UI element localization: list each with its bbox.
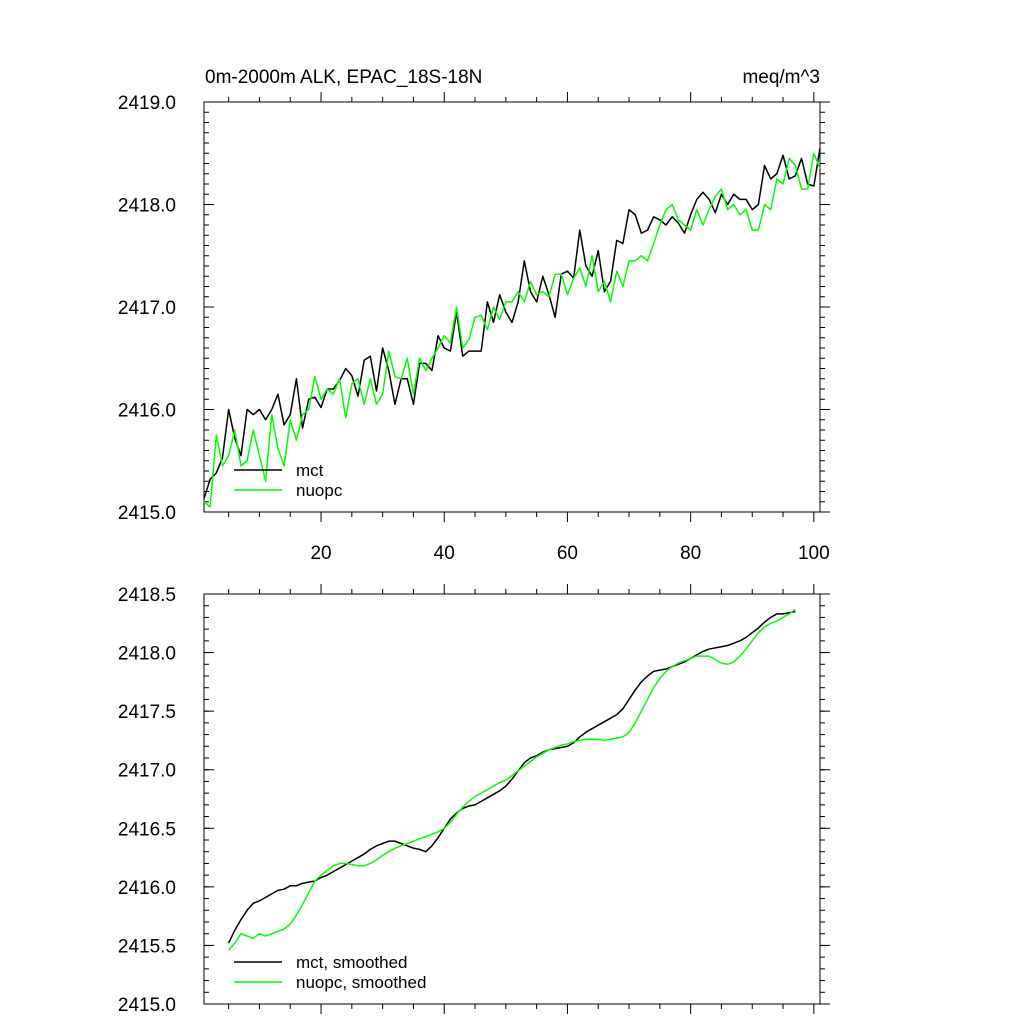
y-tick-label: 2415.5 bbox=[118, 936, 176, 957]
y-tick-labels: 2415.0 2416.0 2417.0 2418.0 2419.0 bbox=[118, 93, 176, 524]
legend: mct, smoothed nuopc, smoothed bbox=[234, 953, 426, 992]
legend-label-nuopc-smoothed: nuopc, smoothed bbox=[296, 973, 426, 992]
x-tick-labels: 20 40 60 80 100 bbox=[310, 543, 829, 564]
y-tick-label: 2415.0 bbox=[118, 503, 176, 524]
series-line-mct-smoothed bbox=[227, 610, 796, 944]
legend-label-mct: mct bbox=[296, 461, 324, 480]
y-tick-label: 2417.5 bbox=[118, 702, 176, 723]
y-tick-label: 2418.0 bbox=[118, 196, 176, 217]
x-tick-label: 40 bbox=[434, 543, 455, 564]
x-tick-label: 100 bbox=[798, 543, 830, 564]
chart-units: meq/m^3 bbox=[742, 67, 820, 88]
plot-frame bbox=[203, 101, 821, 513]
legend: mct nuopc bbox=[234, 461, 343, 500]
series-line-nuopc bbox=[203, 152, 821, 508]
x-tick-label: 20 bbox=[310, 543, 331, 564]
y-tick-label: 2416.5 bbox=[118, 819, 176, 840]
bottom-panel: 2415.0 2415.5 2416.0 2416.5 2417.0 2417.5 2418… bbox=[118, 584, 830, 1016]
x-tick-label: 80 bbox=[680, 543, 701, 564]
y-tick-label: 2417.0 bbox=[118, 761, 176, 782]
y-tick-label: 2418.5 bbox=[118, 585, 176, 606]
series-line-nuopc-smoothed bbox=[228, 608, 796, 951]
chart-title: 0m-2000m ALK, EPAC_18S-18N bbox=[205, 67, 482, 88]
y-tick-label: 2416.0 bbox=[118, 878, 176, 899]
y-tick-label: 2416.0 bbox=[118, 401, 176, 422]
y-tick-labels: 2415.0 2415.5 2416.0 2416.5 2417.0 2417.5 2418… bbox=[118, 585, 176, 1016]
y-tick-label: 2417.0 bbox=[118, 298, 176, 319]
tick-group bbox=[204, 92, 830, 522]
y-tick-label: 2415.0 bbox=[118, 995, 176, 1016]
legend-label-nuopc: nuopc bbox=[296, 481, 343, 500]
x-tick-label: 60 bbox=[557, 543, 578, 564]
legend-label-mct-smoothed: mct, smoothed bbox=[296, 953, 408, 972]
series-group bbox=[203, 147, 821, 508]
series-line-mct bbox=[203, 147, 821, 499]
y-tick-label: 2419.0 bbox=[118, 93, 176, 114]
tick-group bbox=[204, 584, 830, 1014]
top-panel: 0m-2000m ALK, EPAC_18S-18N meq/m^3 2415.… bbox=[118, 67, 830, 564]
plot-frame bbox=[203, 593, 821, 1005]
y-tick-label: 2418.0 bbox=[118, 644, 176, 665]
series-group bbox=[227, 608, 796, 951]
